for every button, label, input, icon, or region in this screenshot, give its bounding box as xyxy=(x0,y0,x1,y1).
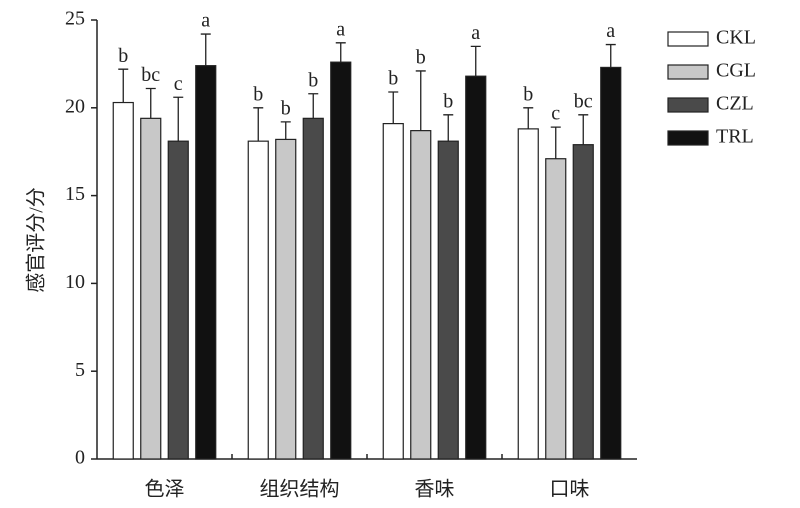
significance-letter: b xyxy=(416,47,426,69)
significance-letter: a xyxy=(201,10,210,32)
error-bar xyxy=(443,114,454,142)
legend-label: CZL xyxy=(716,93,754,115)
bar xyxy=(600,66,622,460)
legend-swatch xyxy=(667,64,709,80)
error-bar xyxy=(605,43,616,68)
legend-swatch xyxy=(667,130,709,146)
y-tick-label: 25 xyxy=(65,8,85,30)
x-tick-label: 口味 xyxy=(550,478,590,501)
significance-letter: b xyxy=(118,45,128,67)
bar xyxy=(140,117,162,460)
significance-letter: b xyxy=(253,83,263,105)
error-bar xyxy=(308,93,319,119)
legend-swatch xyxy=(667,97,709,113)
bar xyxy=(545,158,567,460)
y-tick-label: 0 xyxy=(75,447,85,469)
bar xyxy=(112,101,134,460)
significance-letter: bc xyxy=(574,90,593,112)
legend-label: CGL xyxy=(716,60,756,82)
legend-swatch xyxy=(667,31,709,47)
x-tick-label: 色泽 xyxy=(145,478,185,501)
error-bar xyxy=(335,42,346,63)
bar xyxy=(247,140,269,460)
bar xyxy=(302,117,324,460)
significance-letter: a xyxy=(336,18,345,40)
error-bar xyxy=(200,33,211,66)
bar xyxy=(437,140,459,460)
error-bar xyxy=(173,96,184,142)
y-tick-label: 5 xyxy=(75,359,85,381)
error-bar xyxy=(415,70,426,131)
significance-letter: b xyxy=(443,90,453,112)
error-bar xyxy=(118,68,129,103)
error-bar xyxy=(470,45,481,77)
significance-letter: b xyxy=(388,68,398,90)
bar xyxy=(382,123,404,460)
y-tick-label: 15 xyxy=(65,183,85,205)
x-tick-label: 组织结构 xyxy=(260,478,340,501)
y-axis-label: 感官评分/分 xyxy=(25,187,48,293)
error-bar xyxy=(550,126,561,159)
bar xyxy=(517,128,539,460)
bar xyxy=(465,75,487,460)
y-tick-label: 20 xyxy=(65,95,85,117)
bar xyxy=(572,144,594,460)
bar xyxy=(167,140,189,460)
error-bar xyxy=(523,107,534,129)
significance-letter: c xyxy=(174,73,183,95)
error-bar xyxy=(280,121,291,140)
bar xyxy=(195,65,217,460)
significance-letter: b xyxy=(308,69,318,91)
significance-letter: b xyxy=(281,97,291,119)
error-bar xyxy=(578,114,589,145)
significance-letter: c xyxy=(551,103,560,125)
bar xyxy=(330,61,352,460)
error-bar xyxy=(253,107,264,142)
x-tick-label: 香味 xyxy=(415,478,455,501)
significance-letter: a xyxy=(606,20,615,42)
significance-letter: a xyxy=(471,22,480,44)
error-bar xyxy=(388,91,399,124)
significance-letter: b xyxy=(523,83,533,105)
legend-label: CKL xyxy=(716,27,756,49)
y-tick-label: 10 xyxy=(65,271,85,293)
legend-label: TRL xyxy=(716,126,754,148)
error-bar xyxy=(145,87,156,119)
bar xyxy=(410,130,432,460)
bar xyxy=(275,138,297,460)
significance-letter: bc xyxy=(141,64,160,86)
